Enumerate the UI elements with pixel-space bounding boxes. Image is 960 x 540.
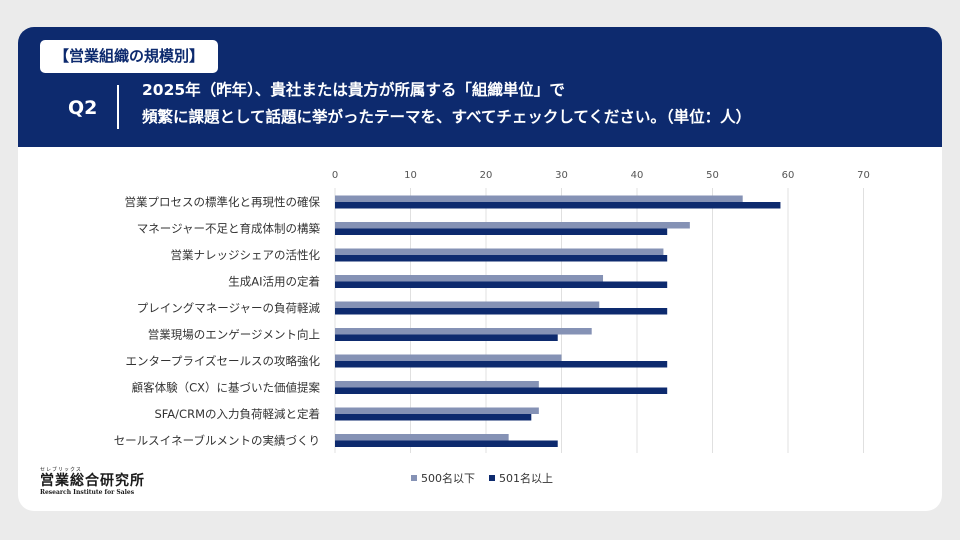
bar-series2	[335, 228, 668, 235]
logo: セレブリックス 営業総合研究所 Research Institute for S…	[40, 467, 145, 496]
category-label: 営業プロセスの標準化と再現性の確保	[125, 195, 321, 209]
bar-series1	[335, 407, 539, 414]
bar-series1	[335, 301, 600, 308]
question-line-1: 2025年（昨年）、貴社または貴方が所属する「組織単位」で	[142, 81, 565, 99]
bar-series2	[335, 255, 668, 262]
bar-series2	[335, 361, 668, 368]
legend-label: 500名以下	[421, 471, 475, 485]
bar-series2	[335, 414, 532, 421]
chart-bars	[335, 195, 781, 447]
bar-series1	[335, 354, 562, 361]
bar-series1	[335, 195, 743, 202]
question-number: Q2	[68, 97, 98, 119]
question-header: 【営業組織の規模別】 Q2 2025年（昨年）、貴社または貴方が所属する「組織単…	[18, 27, 942, 147]
x-tick-label: 10	[404, 170, 417, 181]
question-divider	[117, 85, 119, 129]
bar-series2	[335, 334, 558, 341]
category-label: プレイングマネージャーの負荷軽減	[137, 301, 321, 315]
x-tick-label: 20	[480, 170, 493, 181]
x-tick-label: 40	[631, 170, 644, 181]
bar-series2	[335, 281, 668, 288]
logo-main: 営業総合研究所	[40, 473, 145, 489]
bar-series1	[335, 222, 690, 229]
bar-series1	[335, 381, 539, 388]
question-text: 2025年（昨年）、貴社または貴方が所属する「組織単位」で 頻繁に課題として話題…	[142, 77, 751, 131]
chart-legend: 500名以下 501名以上	[411, 471, 553, 485]
bar-series2	[335, 440, 558, 447]
logo-kana: セレブリックス	[40, 467, 82, 473]
x-tick-label: 60	[782, 170, 795, 181]
bar-series1	[335, 328, 592, 335]
bar-series2	[335, 202, 781, 209]
category-label: エンタープライズセールスの攻略強化	[126, 354, 321, 368]
bar-series1	[335, 434, 509, 441]
x-tick-label: 30	[555, 170, 568, 181]
question-line-2: 頻繁に課題として話題に挙がったテーマを、すべてチェックしてください。（単位：人）	[142, 108, 752, 126]
bar-series1	[335, 248, 664, 255]
category-label: 営業ナレッジシェアの活性化	[171, 248, 321, 262]
legend-swatch	[411, 475, 417, 481]
segment-tag: 【営業組織の規模別】	[40, 40, 219, 73]
logo-english: Research Institute for Sales	[40, 489, 135, 496]
bar-series1	[335, 275, 604, 282]
category-label: 生成AI活用の定着	[228, 275, 320, 289]
category-label: セールスイネーブルメントの実績づくり	[114, 434, 320, 448]
bar-series2	[335, 308, 668, 315]
legend-swatch	[489, 475, 495, 481]
x-tick-label: 0	[332, 170, 338, 181]
x-tick-label: 70	[857, 170, 870, 181]
legend-label: 501名以上	[499, 471, 553, 485]
bar-series2	[335, 387, 668, 394]
category-label: マネージャー不足と育成体制の構築	[137, 222, 321, 236]
x-tick-label: 50	[706, 170, 719, 181]
category-label: SFA/CRMの入力負荷軽減と定着	[154, 407, 320, 421]
category-label: 営業現場のエンゲージメント向上	[148, 328, 320, 342]
category-label: 顧客体験（CX）に基づいた価値提案	[132, 381, 321, 395]
x-tick-labels: 0 10 20 30 40 50 60 70	[332, 170, 870, 181]
category-labels: 営業プロセスの標準化と再現性の確保マネージャー不足と育成体制の構築営業ナレッジシ…	[114, 195, 321, 448]
